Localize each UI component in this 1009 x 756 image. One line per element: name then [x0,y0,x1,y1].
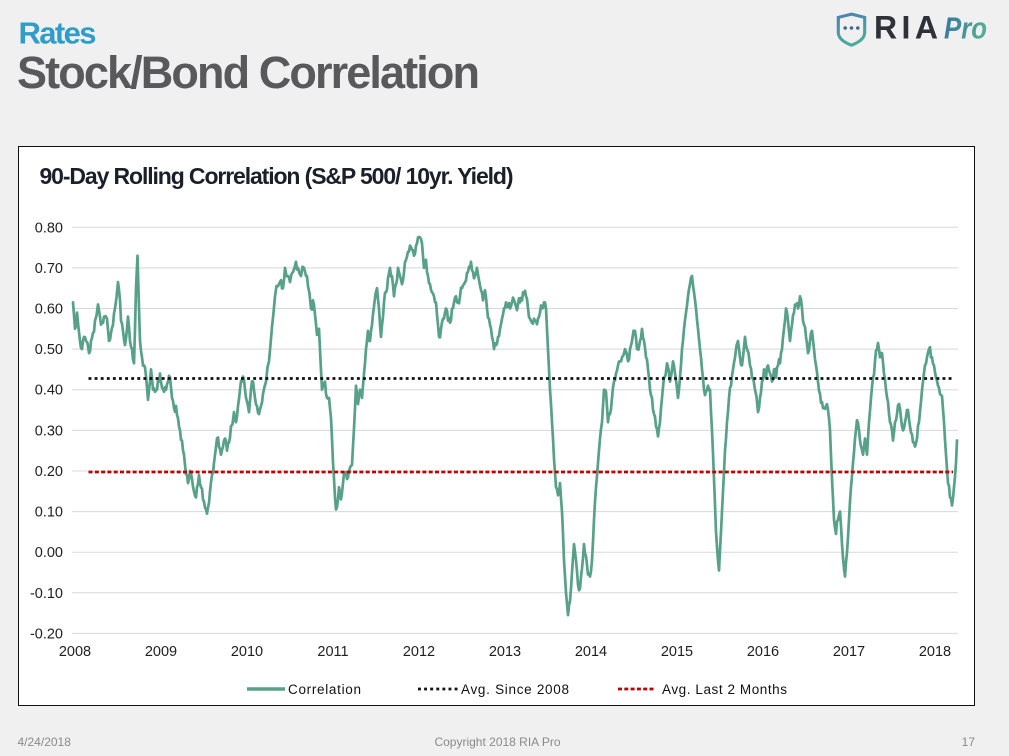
svg-text:0.20: 0.20 [35,464,63,480]
svg-text:2008: 2008 [59,644,91,660]
svg-text:0.10: 0.10 [35,505,63,521]
svg-text:Stock/Bond Correlation: Stock/Bond Correlation [17,47,480,98]
svg-text:0.80: 0.80 [35,220,63,236]
svg-text:0.40: 0.40 [35,383,63,399]
svg-text:0.50: 0.50 [35,342,63,358]
svg-text:0.70: 0.70 [35,261,63,277]
svg-text:Avg. Last 2 Months: Avg. Last 2 Months [662,682,787,697]
svg-text:2012: 2012 [403,644,435,660]
svg-text:0.60: 0.60 [35,302,63,318]
svg-text:-0.20: -0.20 [30,626,63,642]
svg-text:2013: 2013 [489,644,521,660]
svg-text:2018: 2018 [919,644,951,660]
svg-text:Rates: Rates [19,16,97,51]
svg-text:90-Day Rolling Correlation (S&: 90-Day Rolling Correlation (S&P 500/ 10y… [40,163,514,189]
svg-text:2010: 2010 [231,644,263,660]
svg-text:Correlation: Correlation [288,682,361,697]
svg-text:-0.10: -0.10 [30,586,63,602]
svg-text:Avg. Since 2008: Avg. Since 2008 [461,682,569,697]
svg-text:2009: 2009 [145,644,177,660]
svg-text:2016: 2016 [747,644,779,660]
svg-text:0.30: 0.30 [35,423,63,439]
svg-text:Pro: Pro [944,11,987,46]
svg-text:2017: 2017 [833,644,865,660]
svg-text:2015: 2015 [661,644,693,660]
svg-text:RIA: RIA [874,10,938,46]
svg-text:0.00: 0.00 [35,545,63,561]
svg-text:2014: 2014 [575,644,607,660]
svg-text:2011: 2011 [317,644,348,660]
